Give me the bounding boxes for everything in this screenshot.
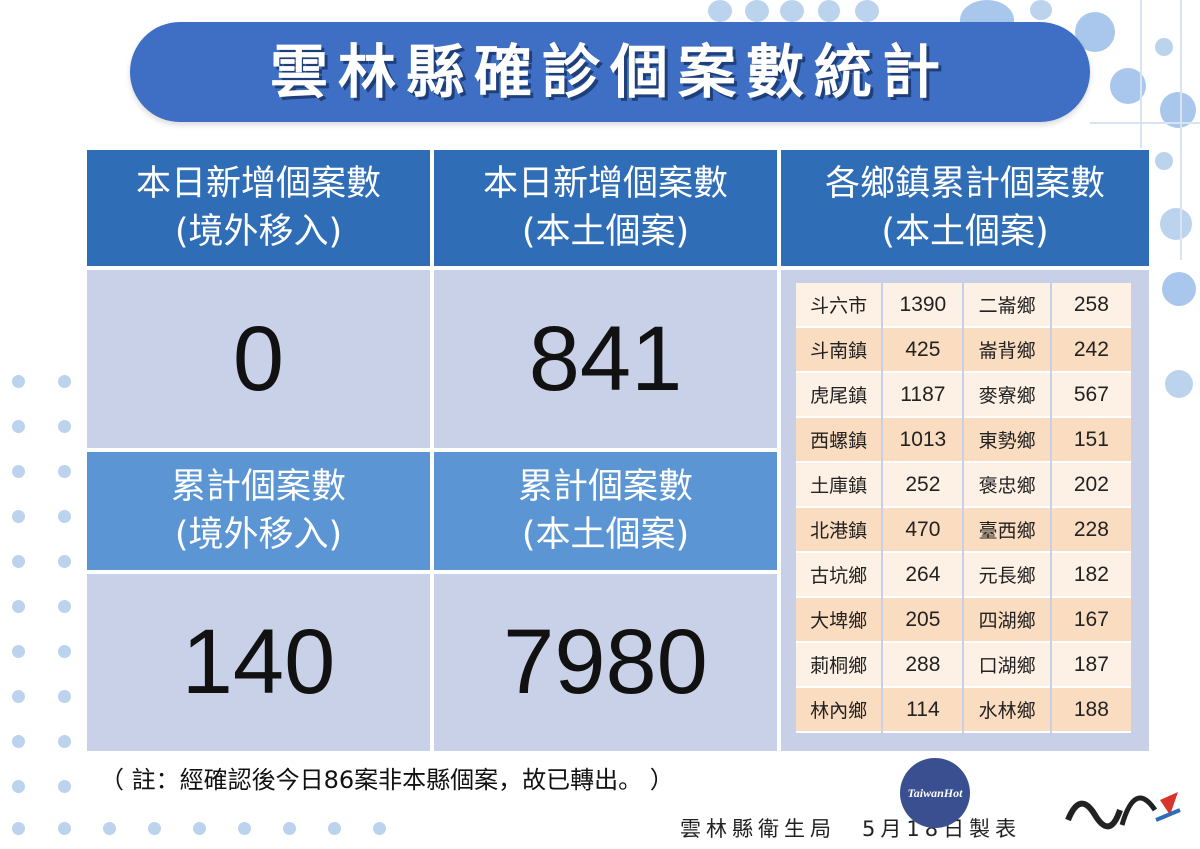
cumulative-local-label: 累計個案數 [517,467,693,507]
town-count: 1187 [883,373,963,418]
town-count: 252 [883,463,963,508]
town-name: 褒忠鄉 [964,463,1050,508]
town-name: 四湖鄉 [964,598,1050,643]
towns-label: 各鄉鎮累計個案數 [824,164,1105,204]
town-row: 莿桐鄉 288 口湖鄉 187 [796,643,1131,688]
cumulative-local-sublabel: (本土個案) [521,515,690,555]
footer-source: 雲林縣衛生局 5月18日製表 [680,817,1022,841]
town-row: 西螺鎮 1013 東勢鄉 151 [796,418,1131,463]
page-title: 雲林縣確診個案數統計 [269,38,950,106]
town-name: 口湖鄉 [964,643,1050,688]
town-name: 斗南鎮 [796,328,882,373]
daily-local-label: 本日新增個案數 [482,164,728,204]
town-row: 斗南鎮 425 崙背鄉 242 [796,328,1131,373]
town-row: 大埤鄉 205 四湖鄉 167 [796,598,1131,643]
cumulative-local-value: 7980 [434,574,777,751]
town-row: 古坑鄉 264 元長鄉 182 [796,553,1131,598]
town-count: 167 [1051,598,1131,643]
town-name: 林內鄉 [796,688,882,733]
cumulative-local-header: 累計個案數 (本土個案) [434,452,777,570]
town-name: 北港鎮 [796,508,882,553]
town-name: 麥寮鄉 [964,373,1050,418]
footnote: （ 註：經確認後今日86案非本縣個案，故已轉出。 ） [100,766,674,794]
town-row: 土庫鎮 252 褒忠鄉 202 [796,463,1131,508]
town-name: 東勢鄉 [964,418,1050,463]
town-count: 1013 [883,418,963,463]
daily-imported-value: 0 [87,270,430,448]
taiwanhot-logo: TaiwanHot [900,758,970,828]
town-count: 288 [883,643,963,688]
town-name: 斗六市 [796,283,882,328]
town-count: 187 [1051,643,1131,688]
daily-imported-label: 本日新增個案數 [135,164,381,204]
towns-table: 斗六市 1390 二崙鄉 258 斗南鎮 425 崙背鄉 242 虎尾鎮 1187 麥寮鄉 567 西螺… [794,283,1133,733]
daily-local-sublabel: (本土個案) [521,212,690,252]
town-name: 元長鄉 [964,553,1050,598]
town-row: 斗六市 1390 二崙鄉 258 [796,283,1131,328]
title-banner [130,22,1090,122]
cumulative-imported-label: 累計個案數 [170,467,346,507]
town-name: 臺西鄉 [964,508,1050,553]
town-count: 264 [883,553,963,598]
town-name: 大埤鄉 [796,598,882,643]
town-row: 虎尾鎮 1187 麥寮鄉 567 [796,373,1131,418]
cumulative-imported-value: 140 [87,574,430,751]
daily-imported-sublabel: (境外移入) [174,212,343,252]
town-count: 188 [1051,688,1131,733]
town-count: 1390 [883,283,963,328]
town-name: 二崙鄉 [964,283,1050,328]
town-count: 567 [1051,373,1131,418]
town-name: 古坑鄉 [796,553,882,598]
town-count: 258 [1051,283,1131,328]
town-row: 北港鎮 470 臺西鄉 228 [796,508,1131,553]
town-count: 182 [1051,553,1131,598]
town-count: 205 [883,598,963,643]
daily-local-header: 本日新增個案數 (本土個案) [434,150,777,266]
town-name: 土庫鎮 [796,463,882,508]
town-name: 西螺鎮 [796,418,882,463]
cumulative-imported-header: 累計個案數 (境外移入) [87,452,430,570]
towns-sublabel: (本土個案) [881,212,1049,252]
town-count: 228 [1051,508,1131,553]
town-count: 470 [883,508,963,553]
town-name: 水林鄉 [964,688,1050,733]
town-name: 虎尾鎮 [796,373,882,418]
town-count: 242 [1051,328,1131,373]
town-count: 114 [883,688,963,733]
town-name: 崙背鄉 [964,328,1050,373]
towns-header: 各鄉鎮累計個案數 (本土個案) [781,150,1149,266]
town-count: 151 [1051,418,1131,463]
town-count: 425 [883,328,963,373]
cumulative-imported-sublabel: (境外移入) [174,515,343,555]
town-name: 莿桐鄉 [796,643,882,688]
yunlin-logo-icon [1065,792,1181,830]
town-row: 林內鄉 114 水林鄉 188 [796,688,1131,733]
daily-imported-header: 本日新增個案數 (境外移入) [87,150,430,266]
town-count: 202 [1051,463,1131,508]
daily-local-value: 841 [434,270,777,448]
